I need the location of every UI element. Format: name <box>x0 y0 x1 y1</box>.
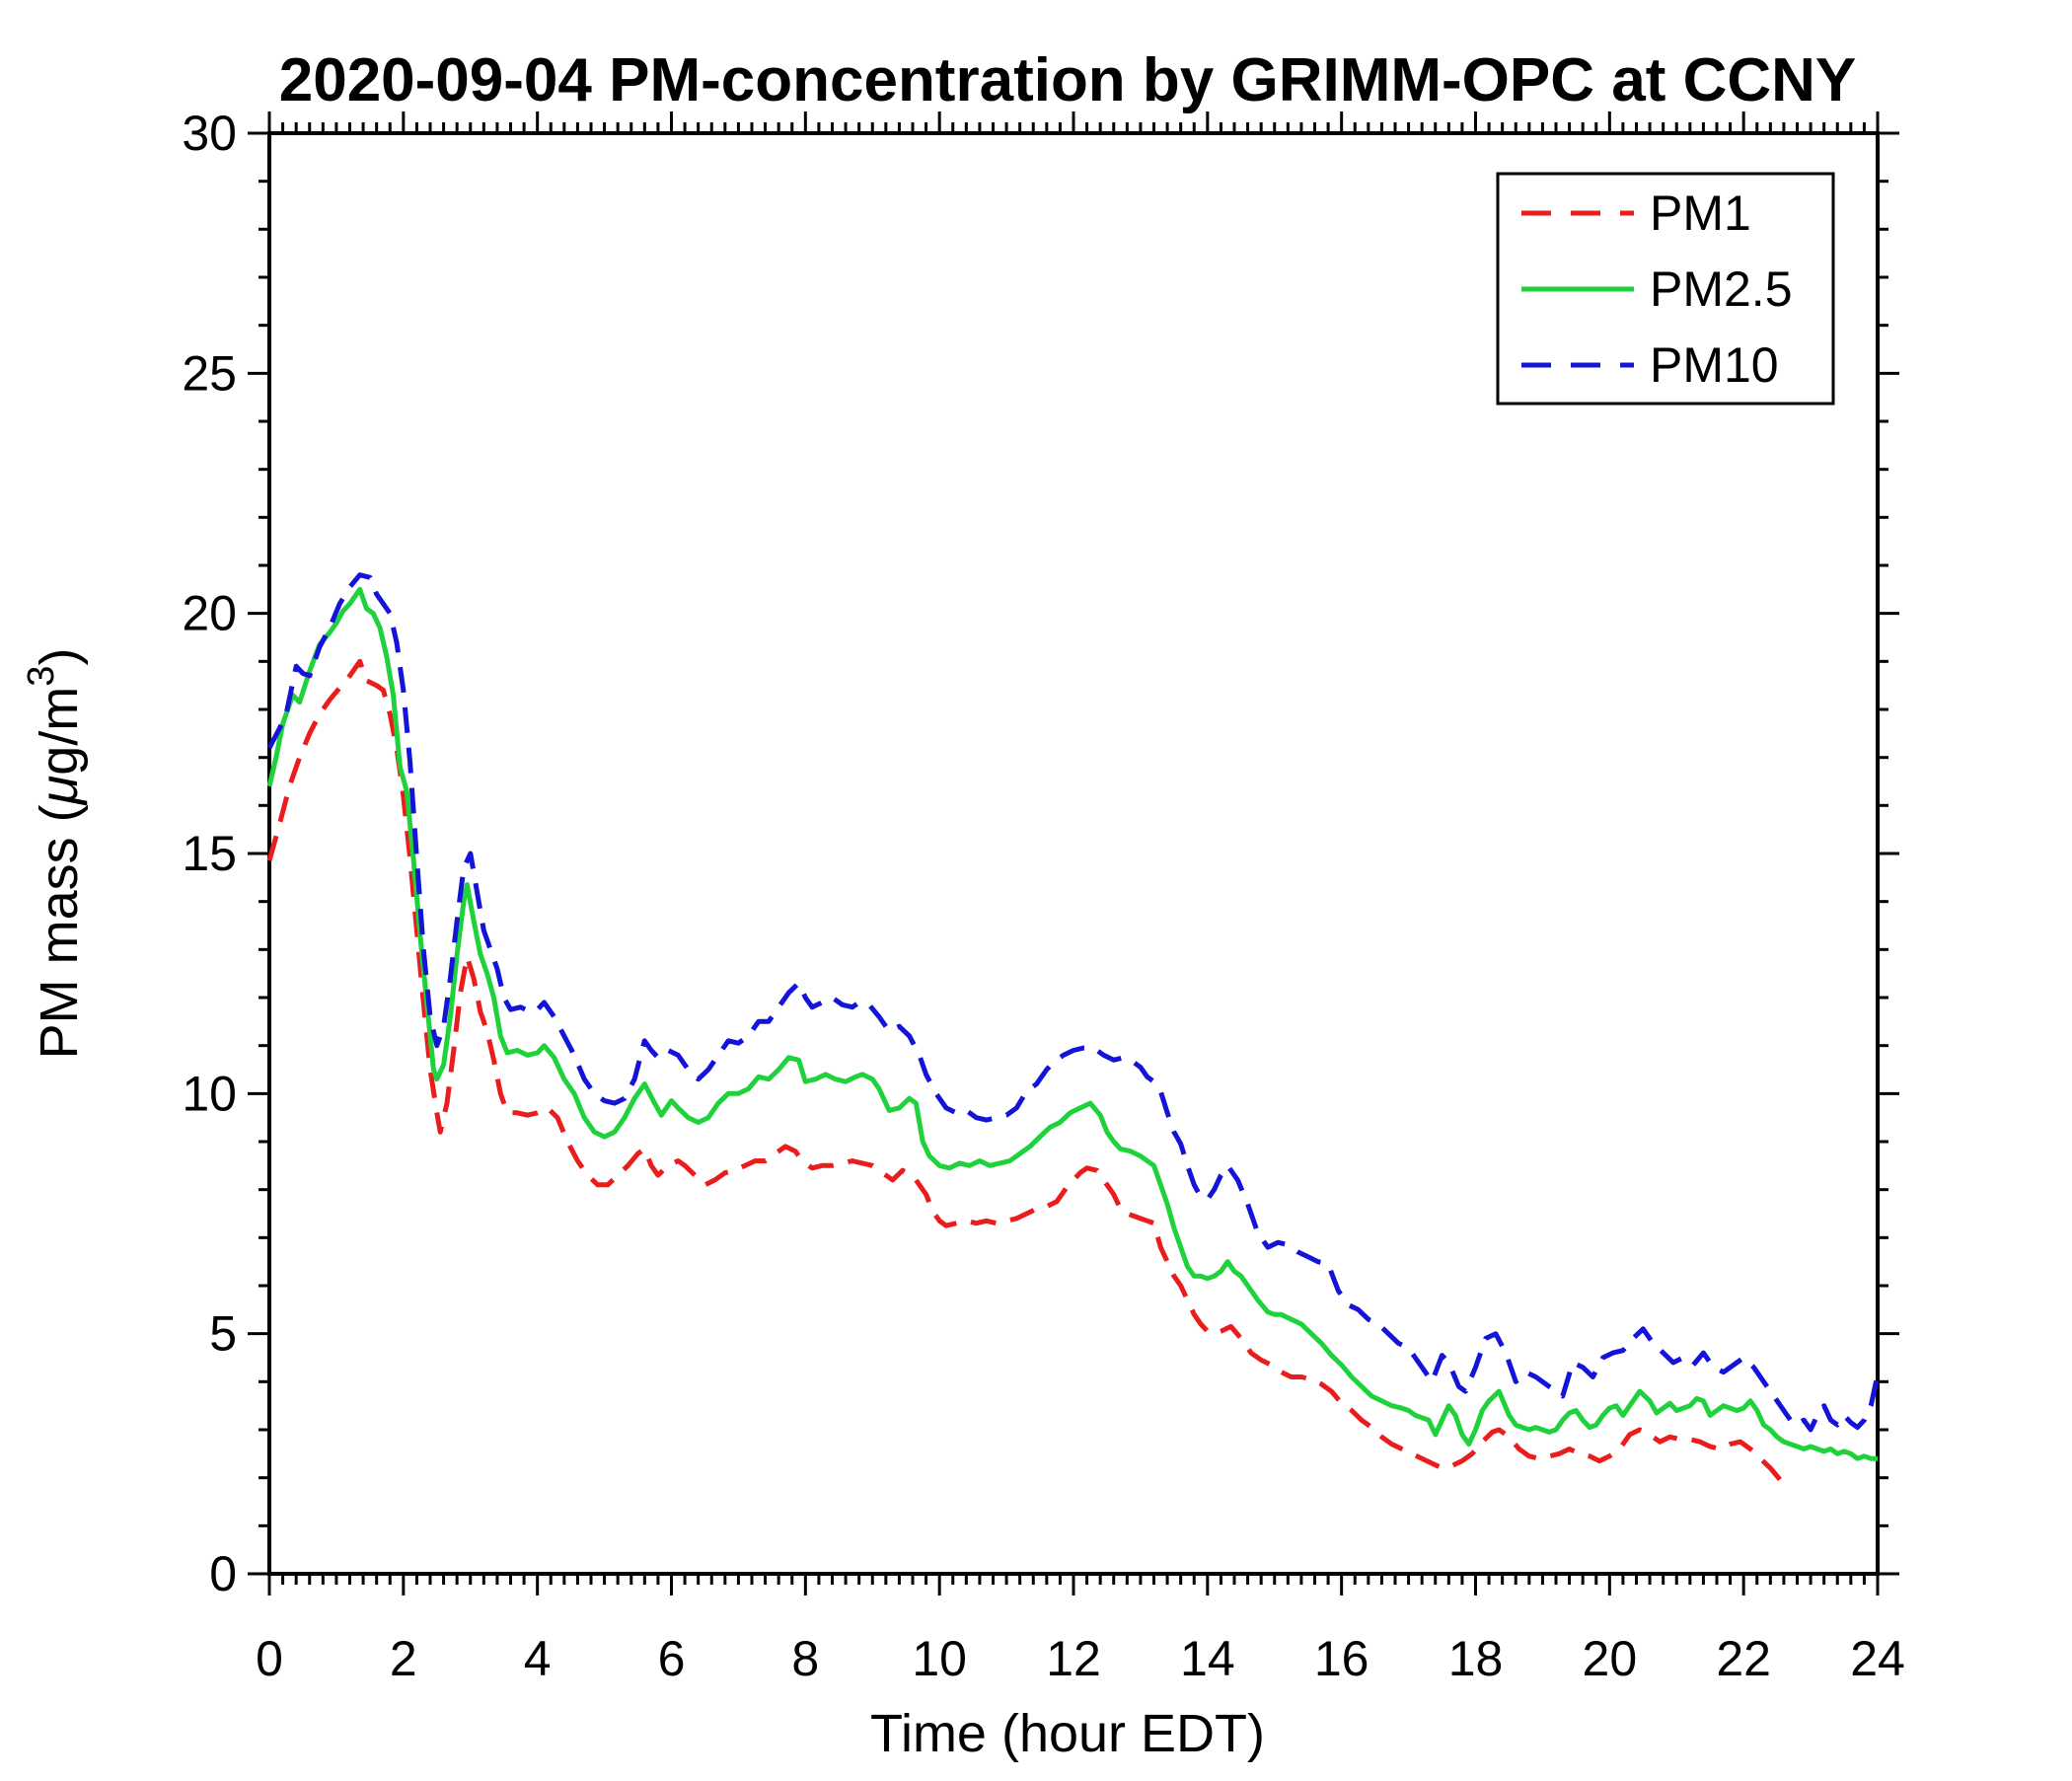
x-tick-label: 24 <box>1850 1631 1905 1686</box>
x-tick-label: 18 <box>1448 1631 1504 1686</box>
legend: PM1 PM2.5 PM10 <box>1496 172 1835 406</box>
x-axis-tick-labels: 0 2 4 6 8 10 12 14 16 18 20 22 24 <box>256 1631 1905 1686</box>
pm10-series-line <box>266 572 1881 1433</box>
y-tick-label: 15 <box>182 826 237 881</box>
x-axis-label: Time (hour EDT) <box>870 1704 1265 1763</box>
pm1-series-line <box>266 658 1790 1490</box>
y-tick-label: 20 <box>182 586 237 641</box>
x-tick-label: 8 <box>791 1631 819 1686</box>
x-tick-label: 22 <box>1716 1631 1771 1686</box>
series-lines <box>266 572 1881 1490</box>
y-axis-tick-labels: 0 5 10 15 20 25 30 <box>182 106 237 1601</box>
y-axis-label: PM mass (μg/m3) <box>21 648 89 1060</box>
x-tick-label: 6 <box>658 1631 686 1686</box>
x-tick-label: 20 <box>1583 1631 1638 1686</box>
legend-item-pm1: PM1 <box>1521 186 1751 241</box>
y-tick-label: 0 <box>209 1546 237 1601</box>
x-tick-label: 12 <box>1046 1631 1101 1686</box>
legend-item-pm25: PM2.5 <box>1521 261 1793 317</box>
y-tick-label: 30 <box>182 106 237 161</box>
pm25-legend-label: PM2.5 <box>1650 261 1793 317</box>
x-tick-label: 4 <box>524 1631 552 1686</box>
legend-item-pm10: PM10 <box>1521 337 1779 393</box>
x-tick-label: 10 <box>912 1631 967 1686</box>
y-tick-label: 25 <box>182 345 237 401</box>
x-tick-label: 2 <box>390 1631 417 1686</box>
axis-ticks <box>248 111 1899 1595</box>
pm1-legend-label: PM1 <box>1650 186 1751 241</box>
y-tick-label: 5 <box>209 1306 237 1362</box>
chart-title: 2020-09-04 PM-concentration by GRIMM-OPC… <box>279 46 1857 114</box>
y-tick-label: 10 <box>182 1066 237 1121</box>
x-tick-label: 16 <box>1314 1631 1369 1686</box>
x-tick-label: 14 <box>1180 1631 1235 1686</box>
x-tick-label: 0 <box>256 1631 283 1686</box>
pm25-series-line <box>266 586 1878 1461</box>
pm10-legend-label: PM10 <box>1650 337 1779 393</box>
